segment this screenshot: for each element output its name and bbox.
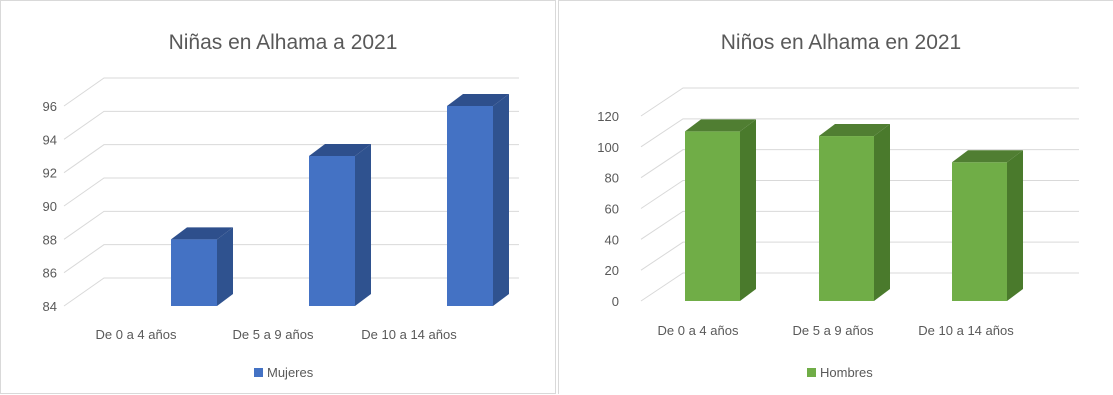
- chart-boys: Niños en Alhama en 2021 020406080100120 …: [597, 31, 1079, 380]
- y-tick-label: 96: [43, 99, 57, 114]
- category-label: De 0 a 4 años: [658, 323, 739, 338]
- gridline: [640, 180, 1079, 209]
- gridline: [640, 118, 1079, 148]
- y-tick-label: 0: [612, 294, 619, 309]
- bar-de-5-a-9-anos: [819, 124, 890, 302]
- bar-top: [819, 124, 890, 137]
- bar-de-5-a-9-anos: [309, 144, 371, 306]
- gridline: [63, 244, 519, 274]
- bar-side: [493, 94, 509, 306]
- category-label: De 10 a 14 años: [361, 327, 457, 342]
- bar-top: [171, 227, 233, 240]
- bar-de-10-a-14-anos: [447, 94, 509, 306]
- bar-front: [171, 239, 217, 306]
- gridline: [63, 210, 519, 240]
- bar-front: [309, 156, 355, 306]
- y-tick-label: 86: [43, 266, 57, 281]
- gridline: [63, 177, 519, 207]
- category-label: De 0 a 4 años: [96, 327, 177, 342]
- legend-label-mujeres: Mujeres: [267, 365, 314, 380]
- y-tick-label: 92: [43, 166, 57, 181]
- bar-side: [740, 119, 756, 302]
- gridline: [63, 144, 519, 174]
- gridline: [63, 277, 519, 307]
- category-label: De 5 a 9 años: [233, 327, 314, 342]
- legend-label-hombres: Hombres: [820, 365, 873, 380]
- bar-side: [355, 144, 371, 306]
- category-label: De 10 a 14 años: [918, 323, 1014, 338]
- bar-front: [952, 162, 1007, 301]
- bar-side: [217, 227, 233, 306]
- y-tick-label: 100: [597, 140, 619, 155]
- bar-front: [819, 136, 874, 301]
- gridline: [63, 77, 519, 107]
- y-tick-label: 20: [605, 263, 619, 278]
- bar-top: [309, 144, 371, 156]
- chart-girls: Niñas en Alhama a 2021 84 86 88 90 92 94 96 De…: [43, 31, 519, 380]
- bar-de-10-a-14-anos: [952, 150, 1023, 301]
- chart-title: Niños en Alhama en 2021: [721, 31, 962, 54]
- bar-de-0-a-4-anos: [171, 227, 233, 306]
- y-tick-label: 80: [605, 171, 619, 186]
- y-tick-label: 90: [43, 199, 57, 214]
- gridline: [640, 87, 1079, 117]
- gridline: [63, 110, 519, 140]
- category-label: De 5 a 9 años: [793, 323, 874, 338]
- chart-title: Niñas en Alhama a 2021: [169, 31, 398, 54]
- chart-panel-girls: Niñas en Alhama a 2021 84 86 88 90 92 94 96 De…: [0, 0, 556, 394]
- gridline: [640, 210, 1079, 240]
- y-tick-label: 120: [597, 109, 619, 124]
- bar-top: [685, 119, 756, 132]
- bar-top: [447, 94, 509, 106]
- y-tick-label: 60: [605, 202, 619, 217]
- legend-swatch-hombres: [807, 368, 816, 377]
- bar-front: [685, 131, 740, 301]
- y-tick-label: 40: [605, 232, 619, 247]
- gridline: [640, 149, 1079, 179]
- bar-de-0-a-4-anos: [685, 119, 756, 302]
- bar-side: [874, 124, 890, 302]
- y-tick-label: 94: [43, 132, 57, 147]
- legend-swatch-mujeres: [254, 368, 263, 377]
- bar-side: [1007, 150, 1023, 301]
- bar-top: [952, 150, 1023, 163]
- gridline: [640, 241, 1079, 271]
- bar-front: [447, 106, 493, 306]
- chart-panel-boys: Niños en Alhama en 2021 0 20 40 60 80 100 120 …: [558, 0, 1113, 394]
- gridline: [640, 272, 1079, 302]
- y-tick-label: 88: [43, 232, 57, 247]
- y-tick-label: 84: [43, 299, 57, 314]
